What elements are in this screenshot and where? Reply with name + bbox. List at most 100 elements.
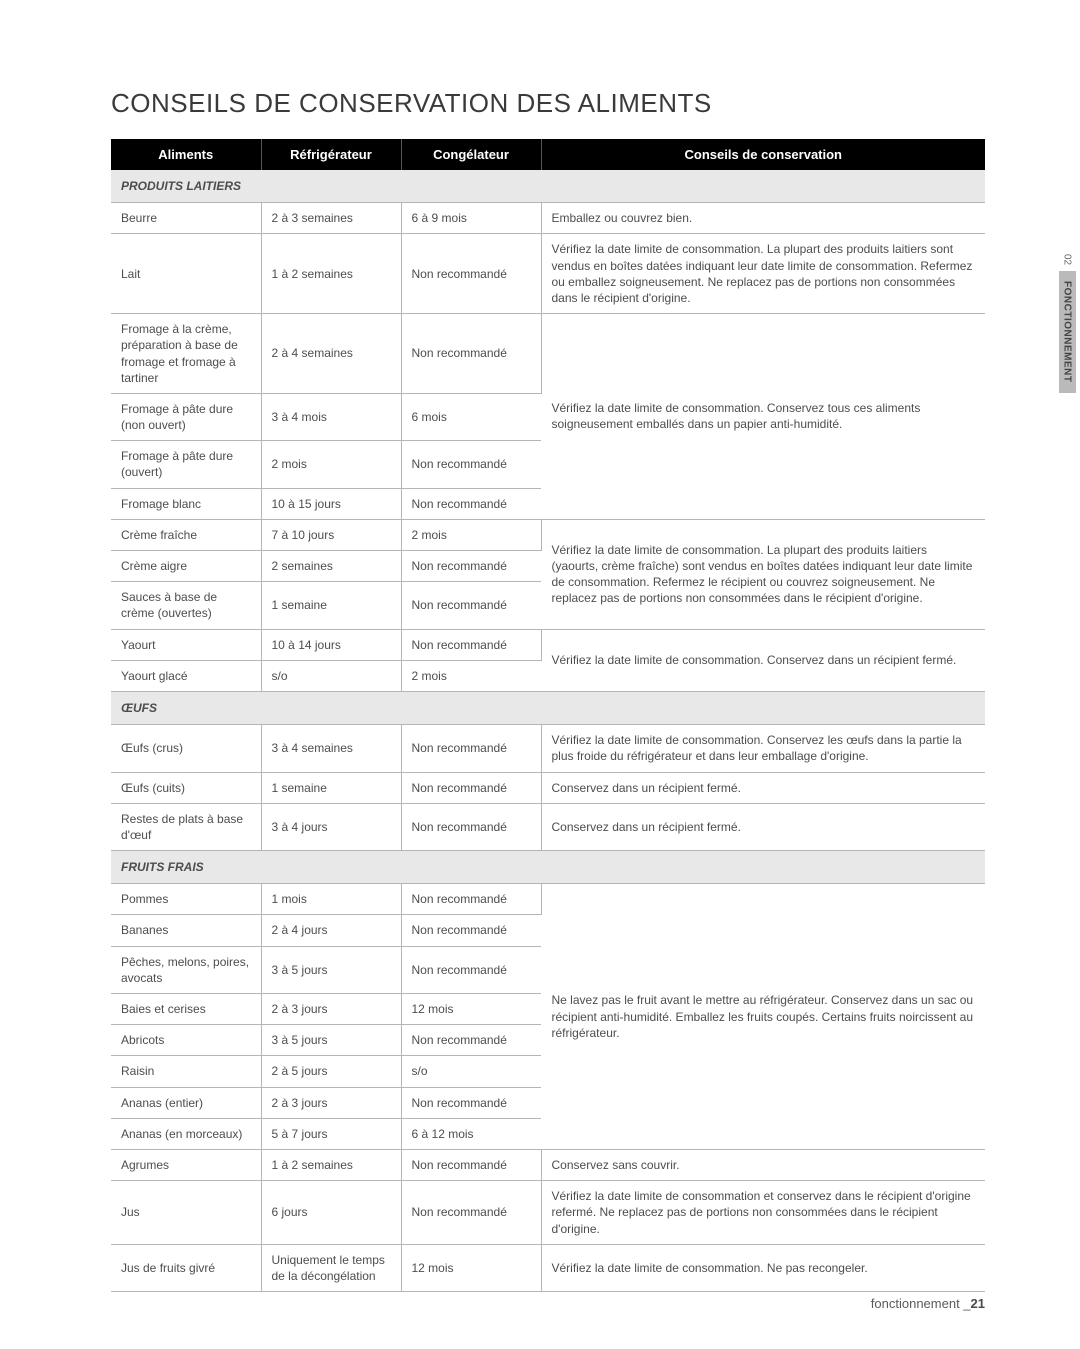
cell: Lait [111,234,261,314]
cell: s/o [401,1056,541,1087]
cell: Non recommandé [401,629,541,660]
table-row: Crème fraîche7 à 10 jours2 moisVérifiez … [111,519,985,550]
page: CONSEILS DE CONSERVATION DES ALIMENTS Al… [0,0,1080,1349]
cell: Non recommandé [401,234,541,314]
table-row: Œufs (crus)3 à 4 semainesNon recommandéV… [111,725,985,772]
table-header-row: Aliments Réfrigérateur Congélateur Conse… [111,139,985,170]
food-table: Aliments Réfrigérateur Congélateur Conse… [111,139,985,1292]
cell: 12 mois [401,1244,541,1291]
cell: 2 mois [261,441,401,488]
cell: Œufs (cuits) [111,772,261,803]
cell: Non recommandé [401,488,541,519]
cell: Non recommandé [401,1149,541,1180]
cell: Non recommandé [401,946,541,993]
cell: Yaourt [111,629,261,660]
cell: Vérifiez la date limite de consommation.… [541,1244,985,1291]
cell: 12 mois [401,994,541,1025]
table-row: Pommes1 moisNon recommandéNe lavez pas l… [111,884,985,915]
cell: Non recommandé [401,1025,541,1056]
cell: 2 à 4 semaines [261,314,401,394]
table-row: Lait1 à 2 semainesNon recommandéVérifiez… [111,234,985,314]
cell: Vérifiez la date limite de consommation.… [541,519,985,629]
section-label: FRUITS FRAIS [111,851,985,884]
table-row: Jus6 joursNon recommandéVérifiez la date… [111,1181,985,1245]
cell: Uniquement le temps de la décon­gélation [261,1244,401,1291]
col-conseils: Conseils de conservation [541,139,985,170]
cell: Yaourt glacé [111,660,261,691]
cell: Beurre [111,203,261,234]
table-row: Beurre2 à 3 semaines6 à 9 moisEmballez o… [111,203,985,234]
cell: 6 mois [401,393,541,440]
cell: Ananas (entier) [111,1087,261,1118]
cell: 5 à 7 jours [261,1118,401,1149]
cell: Non recommandé [401,884,541,915]
cell: Baies et cerises [111,994,261,1025]
cell: Conservez dans un récipient fermé. [541,772,985,803]
cell: Crème fraîche [111,519,261,550]
cell: Jus [111,1181,261,1245]
cell: Conservez dans un récipient fermé. [541,803,985,850]
cell: Pommes [111,884,261,915]
cell: 2 à 3 jours [261,1087,401,1118]
cell: 3 à 4 mois [261,393,401,440]
cell: Restes de plats à base d'œuf [111,803,261,850]
cell: Fromage blanc [111,488,261,519]
cell: Vérifiez la date limite de consommation.… [541,314,985,520]
cell: Non recommandé [401,772,541,803]
cell: Vérifiez la date limite de consommation.… [541,234,985,314]
cell: Ne lavez pas le fruit avant le mettre au… [541,884,985,1150]
cell: 3 à 4 semaines [261,725,401,772]
cell: Vérifiez la date limite de consommation.… [541,725,985,772]
cell: Fromage à pâte dure (non ouvert) [111,393,261,440]
section-label: PRODUITS LAITIERS [111,170,985,203]
cell: 3 à 4 jours [261,803,401,850]
cell: Non recommandé [401,441,541,488]
page-footer: fonctionnement _21 [871,1296,985,1311]
section-laitiers: PRODUITS LAITIERS [111,170,985,203]
cell: 2 à 3 jours [261,994,401,1025]
cell: 1 mois [261,884,401,915]
table-row: Agrumes1 à 2 semainesNon recommandéConse… [111,1149,985,1180]
footer-page: 21 [971,1296,985,1311]
cell: Raisin [111,1056,261,1087]
cell: 2 semaines [261,551,401,582]
cell: Conservez sans couvrir. [541,1149,985,1180]
cell: 2 mois [401,519,541,550]
cell: Ananas (en morceaux) [111,1118,261,1149]
cell: 6 à 12 mois [401,1118,541,1149]
cell: s/o [261,660,401,691]
section-fruits: FRUITS FRAIS [111,851,985,884]
cell: Pêches, melons, poires, avocats [111,946,261,993]
cell: 3 à 5 jours [261,1025,401,1056]
cell: 2 à 3 semaines [261,203,401,234]
cell: 1 semaine [261,772,401,803]
col-congelateur: Congélateur [401,139,541,170]
cell: Non recommandé [401,551,541,582]
cell: 2 à 4 jours [261,915,401,946]
table-row: Fromage à la crème, préparation à base d… [111,314,985,394]
cell: Jus de fruits givré [111,1244,261,1291]
cell: Emballez ou couvrez bien. [541,203,985,234]
cell: Non recommandé [401,915,541,946]
cell: Fromage à pâte dure (ouvert) [111,441,261,488]
footer-text: fonctionnement _ [871,1296,971,1311]
table-row: Œufs (cuits)1 semaineNon recommandéConse… [111,772,985,803]
cell: Non recommandé [401,582,541,629]
col-refrigerateur: Réfrigérateur [261,139,401,170]
page-title: CONSEILS DE CONSERVATION DES ALIMENTS [111,88,985,119]
side-tab: 02 FONCTIONNEMENT [1054,248,1080,393]
cell: 1 à 2 semaines [261,1149,401,1180]
col-aliments: Aliments [111,139,261,170]
cell: Œufs (crus) [111,725,261,772]
cell: 10 à 15 jours [261,488,401,519]
cell: 1 à 2 semaines [261,234,401,314]
cell: 1 semaine [261,582,401,629]
cell: Fromage à la crème, préparation à base d… [111,314,261,394]
table-row: Restes de plats à base d'œuf3 à 4 joursN… [111,803,985,850]
cell: 2 mois [401,660,541,691]
cell: Non recommandé [401,314,541,394]
side-tab-label: FONCTIONNEMENT [1059,271,1076,392]
cell: Non recommandé [401,725,541,772]
cell: Agrumes [111,1149,261,1180]
section-oeufs: ŒUFS [111,691,985,724]
